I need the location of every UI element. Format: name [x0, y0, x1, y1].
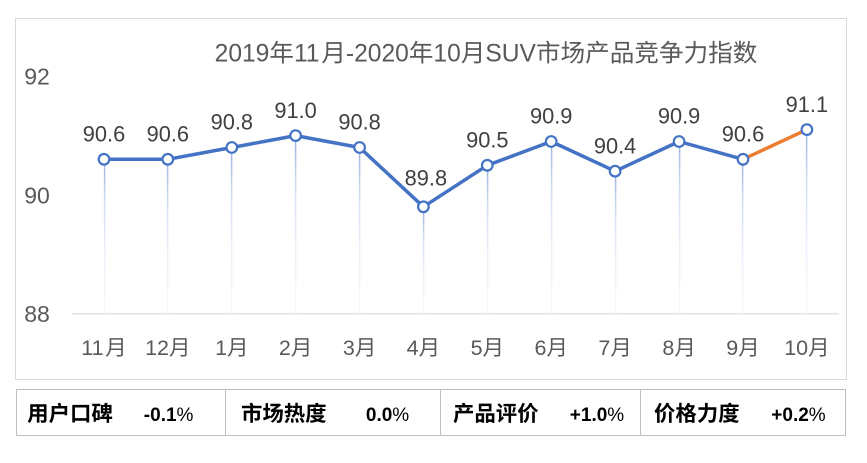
svg-text:90.6: 90.6 — [722, 122, 764, 147]
svg-text:91.0: 91.0 — [274, 98, 316, 123]
svg-text:2019: 2019 — [215, 41, 270, 68]
svg-text:3: 3 — [343, 336, 355, 360]
svg-text:88: 88 — [24, 301, 50, 327]
svg-text:2: 2 — [279, 336, 291, 360]
svg-text:0.0: 0.0 — [366, 405, 392, 426]
svg-text:5: 5 — [471, 336, 483, 360]
svg-text:10: 10 — [433, 41, 460, 68]
svg-text:-0.1: -0.1 — [144, 405, 177, 426]
svg-text:+0.2: +0.2 — [771, 405, 809, 426]
svg-text:4: 4 — [407, 336, 419, 360]
svg-text:90: 90 — [24, 182, 50, 208]
svg-text:89.8: 89.8 — [405, 165, 447, 190]
svg-text:90.9: 90.9 — [658, 104, 700, 129]
svg-text:92: 92 — [24, 63, 50, 89]
svg-text:90.6: 90.6 — [83, 122, 125, 147]
svg-text:%: % — [809, 405, 826, 426]
svg-text:91.1: 91.1 — [786, 92, 828, 117]
svg-text:9: 9 — [726, 336, 738, 360]
svg-text:6: 6 — [534, 336, 546, 360]
svg-text:8: 8 — [662, 336, 674, 360]
svg-text:90.9: 90.9 — [530, 104, 572, 129]
svg-text:90.4: 90.4 — [594, 133, 636, 158]
svg-text:11: 11 — [294, 41, 320, 68]
svg-text:+1.0: +1.0 — [570, 405, 608, 426]
svg-text:%: % — [607, 405, 624, 426]
svg-text:7: 7 — [598, 336, 610, 360]
svg-text:1: 1 — [215, 336, 227, 360]
svg-text:%: % — [392, 405, 409, 426]
svg-text:10: 10 — [784, 336, 808, 360]
svg-text:SUV: SUV — [485, 41, 536, 68]
svg-text:-2020: -2020 — [346, 41, 409, 68]
svg-text:90.5: 90.5 — [466, 128, 508, 153]
svg-text:90.8: 90.8 — [338, 110, 380, 135]
svg-text:90.6: 90.6 — [147, 122, 189, 147]
svg-text:%: % — [177, 405, 194, 426]
svg-text:90.8: 90.8 — [211, 110, 253, 135]
svg-text:11: 11 — [81, 336, 103, 360]
svg-text:12: 12 — [145, 336, 169, 360]
